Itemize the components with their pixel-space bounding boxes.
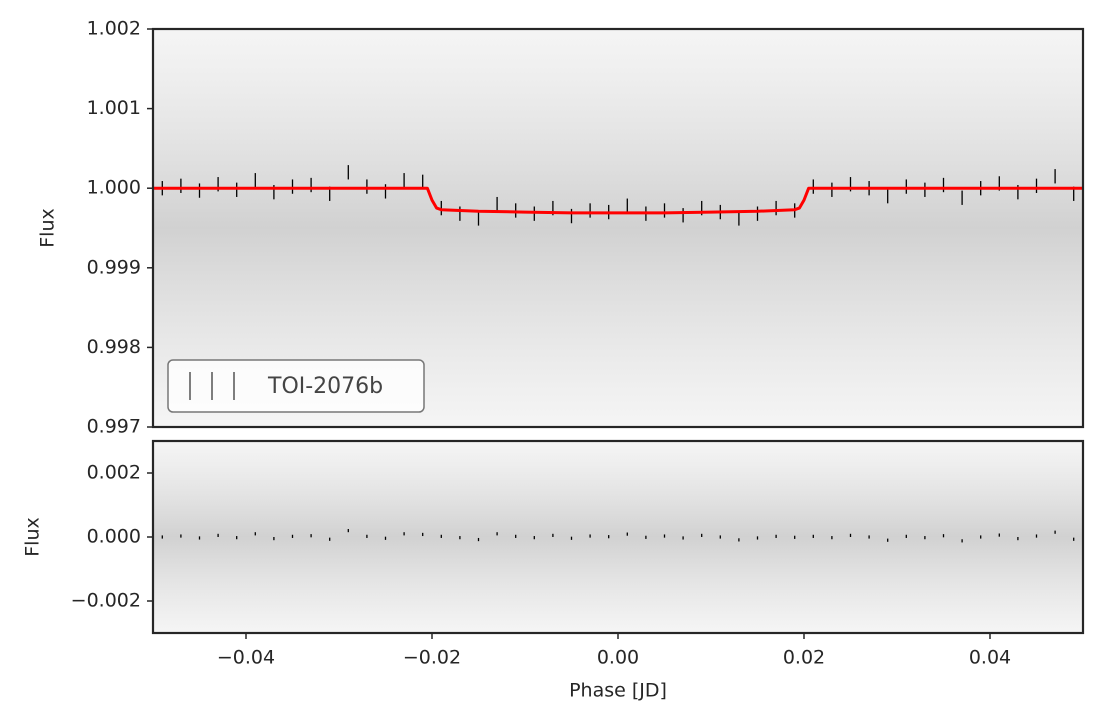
y-axis-label: Flux [22, 517, 44, 557]
scatter-background [153, 441, 1083, 633]
plot-frame [151, 439, 1085, 635]
x-tick-label: −0.02 [403, 647, 461, 669]
y-tick-label: 1.000 [87, 177, 141, 199]
x-tick-label: 0.02 [783, 647, 825, 669]
plot-frame [151, 27, 1085, 429]
y-tick-label: 0.997 [87, 416, 141, 438]
x-axis-label: Phase [JD] [569, 680, 667, 702]
y-tick-label: 1.001 [87, 97, 141, 119]
y-tick-label: −0.002 [71, 590, 141, 612]
y-tick-label: 0.999 [87, 256, 141, 278]
legend-label: TOI-2076b [267, 374, 383, 399]
y-tick-label: 1.002 [87, 18, 141, 40]
y-tick-label: 0.998 [87, 336, 141, 358]
legend: TOI-2076b [167, 359, 425, 413]
x-tick-label: −0.04 [217, 647, 275, 669]
y-axis-label: Flux [37, 208, 59, 248]
x-tick-label: 0.04 [969, 647, 1011, 669]
x-tick-label: 0.00 [597, 647, 639, 669]
model-line [153, 186, 1083, 215]
y-tick-label: 0.002 [87, 462, 141, 484]
legend-box [167, 359, 425, 413]
y-tick-label: 0.000 [87, 526, 141, 548]
